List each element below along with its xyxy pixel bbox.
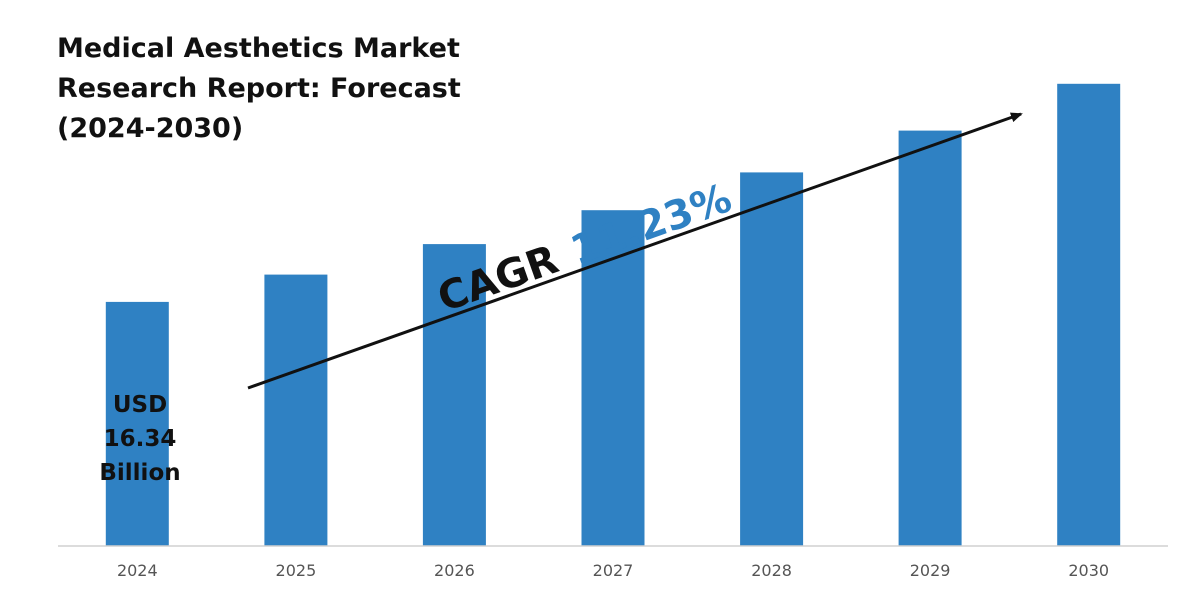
x-tick-label-2028: 2028 xyxy=(751,561,792,580)
x-tick-label-2030: 2030 xyxy=(1068,561,1109,580)
callout-line-currency: USD xyxy=(113,392,167,418)
chart-title-line-2: Research Report: Forecast xyxy=(57,73,461,104)
bar-2030 xyxy=(1057,83,1121,547)
bar-2025 xyxy=(264,274,328,546)
x-tick-label-2025: 2025 xyxy=(276,561,317,580)
chart-title: Medical Aesthetics Market Research Repor… xyxy=(57,33,461,144)
bars-group xyxy=(105,83,1121,547)
x-tick-labels: 2024 2025 2026 2027 2028 2029 2030 xyxy=(117,561,1109,580)
callout-line-value: 16.34 xyxy=(104,426,177,452)
cagr-value: 11.23% xyxy=(565,175,737,274)
bar-2028 xyxy=(740,172,804,546)
x-tick-label-2024: 2024 xyxy=(117,561,158,580)
x-tick-label-2026: 2026 xyxy=(434,561,475,580)
trend-arrow xyxy=(247,112,1023,390)
bar-2024 xyxy=(105,301,169,546)
x-tick-label-2027: 2027 xyxy=(593,561,634,580)
bar-2029 xyxy=(898,130,962,546)
x-tick-label-2029: 2029 xyxy=(910,561,951,580)
chart-title-line-3: (2024-2030) xyxy=(57,113,243,144)
first-bar-callout: USD 16.34 Billion xyxy=(99,392,180,486)
callout-line-unit: Billion xyxy=(99,460,180,486)
bar-2026 xyxy=(422,244,486,546)
chart-title-line-1: Medical Aesthetics Market xyxy=(57,33,460,64)
